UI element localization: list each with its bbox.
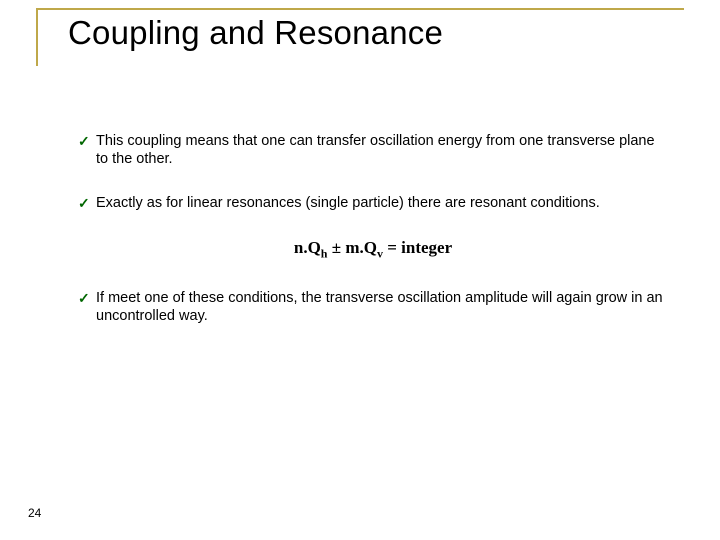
list-item: ✓ This coupling means that one can trans… (78, 132, 668, 168)
bullet-text: This coupling means that one can transfe… (96, 132, 668, 168)
eq-term: m.Q (345, 238, 377, 257)
eq-rhs: = integer (383, 238, 452, 257)
slide-title: Coupling and Resonance (68, 14, 443, 52)
bullet-text: Exactly as for linear resonances (single… (96, 194, 600, 212)
eq-term: n.Q (294, 238, 321, 257)
check-icon: ✓ (78, 289, 96, 307)
page-number: 24 (28, 506, 41, 520)
eq-operator: ± (327, 238, 345, 257)
list-item: ✓ Exactly as for linear resonances (sing… (78, 194, 668, 212)
list-item: ✓ If meet one of these conditions, the t… (78, 289, 668, 325)
check-icon: ✓ (78, 132, 96, 150)
bullet-list: ✓ This coupling means that one can trans… (78, 132, 668, 351)
check-icon: ✓ (78, 194, 96, 212)
equation: n.Qh ± m.Qv = integer (78, 238, 668, 261)
bullet-text: If meet one of these conditions, the tra… (96, 289, 668, 325)
